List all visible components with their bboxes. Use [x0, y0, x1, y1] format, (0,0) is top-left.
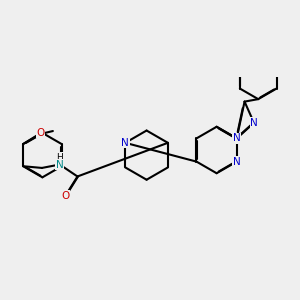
Text: N: N — [233, 157, 241, 166]
Text: O: O — [36, 128, 44, 138]
Text: H: H — [56, 152, 63, 161]
Text: N: N — [233, 134, 241, 143]
Text: N: N — [233, 134, 241, 143]
Text: N: N — [122, 138, 129, 148]
Text: N: N — [56, 160, 64, 170]
Text: N: N — [250, 118, 258, 128]
Text: O: O — [61, 190, 70, 201]
